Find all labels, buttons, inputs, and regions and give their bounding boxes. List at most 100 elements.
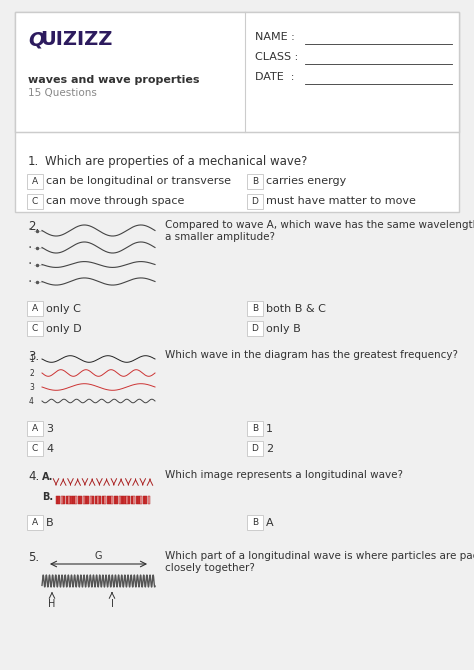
Bar xyxy=(118,496,121,504)
Bar xyxy=(111,496,113,504)
Bar xyxy=(145,496,147,504)
Text: 1: 1 xyxy=(266,423,273,433)
Bar xyxy=(56,496,58,504)
Bar xyxy=(68,496,70,504)
Bar xyxy=(138,496,140,504)
Bar xyxy=(124,496,126,504)
FancyBboxPatch shape xyxy=(247,321,263,336)
FancyBboxPatch shape xyxy=(247,194,263,209)
Bar xyxy=(82,496,84,504)
Text: Which wave in the diagram has the greatest frequency?: Which wave in the diagram has the greate… xyxy=(165,350,458,360)
Text: 5.: 5. xyxy=(28,551,39,564)
Text: A: A xyxy=(32,304,38,313)
Text: 3: 3 xyxy=(29,383,34,391)
Text: A: A xyxy=(32,424,38,433)
Bar xyxy=(92,496,94,504)
Text: can be longitudinal or transverse: can be longitudinal or transverse xyxy=(46,176,231,186)
Bar xyxy=(140,496,142,504)
Text: can move through space: can move through space xyxy=(46,196,184,206)
Text: ·: · xyxy=(28,275,32,289)
Bar xyxy=(121,496,123,504)
Text: C: C xyxy=(32,444,38,453)
Text: C: C xyxy=(32,324,38,333)
Bar xyxy=(58,496,61,504)
Text: NAME :: NAME : xyxy=(255,32,295,42)
Text: A: A xyxy=(266,517,273,527)
Bar xyxy=(73,496,75,504)
Text: ·: · xyxy=(28,224,32,237)
Bar xyxy=(78,496,80,504)
Text: H: H xyxy=(48,599,55,609)
Bar xyxy=(75,496,77,504)
FancyBboxPatch shape xyxy=(247,441,263,456)
Bar xyxy=(131,496,133,504)
Bar xyxy=(128,496,130,504)
Text: Which are properties of a mechanical wave?: Which are properties of a mechanical wav… xyxy=(45,155,307,168)
Text: 2: 2 xyxy=(266,444,273,454)
Bar xyxy=(97,496,99,504)
Text: C: C xyxy=(32,197,38,206)
Bar xyxy=(107,496,109,504)
Text: I: I xyxy=(110,599,113,609)
Text: B: B xyxy=(252,304,258,313)
Bar xyxy=(104,496,106,504)
Text: DATE  :: DATE : xyxy=(255,72,294,82)
Text: a smaller amplitude?: a smaller amplitude? xyxy=(165,232,275,242)
Text: B: B xyxy=(252,424,258,433)
Bar xyxy=(109,496,111,504)
Text: Compared to wave A, which wave has the same wavelength but: Compared to wave A, which wave has the s… xyxy=(165,220,474,230)
FancyBboxPatch shape xyxy=(247,301,263,316)
Text: ·: · xyxy=(28,241,32,255)
Text: only D: only D xyxy=(46,324,82,334)
FancyBboxPatch shape xyxy=(247,421,263,436)
Text: only C: only C xyxy=(46,304,81,314)
Text: 3.: 3. xyxy=(28,350,39,363)
Text: 4: 4 xyxy=(29,397,34,405)
Bar xyxy=(116,496,118,504)
Text: 1: 1 xyxy=(29,354,34,364)
FancyBboxPatch shape xyxy=(27,301,43,316)
Bar xyxy=(100,496,101,504)
Text: D: D xyxy=(252,197,258,206)
Text: Which part of a longitudinal wave is where particles are packed: Which part of a longitudinal wave is whe… xyxy=(165,551,474,561)
Text: 3: 3 xyxy=(46,423,53,433)
Bar xyxy=(63,496,65,504)
Bar xyxy=(143,496,145,504)
Text: B: B xyxy=(252,177,258,186)
FancyBboxPatch shape xyxy=(15,12,459,212)
Bar xyxy=(147,496,150,504)
Text: 15 Questions: 15 Questions xyxy=(28,88,97,98)
Text: both B & C: both B & C xyxy=(266,304,326,314)
Bar xyxy=(136,496,137,504)
Text: B.: B. xyxy=(42,492,53,502)
Text: carries energy: carries energy xyxy=(266,176,346,186)
FancyBboxPatch shape xyxy=(27,194,43,209)
Text: A.: A. xyxy=(42,472,54,482)
Text: D: D xyxy=(252,444,258,453)
FancyBboxPatch shape xyxy=(27,174,43,189)
Text: must have matter to move: must have matter to move xyxy=(266,196,416,206)
Text: B: B xyxy=(252,518,258,527)
Text: waves and wave properties: waves and wave properties xyxy=(28,75,200,85)
Text: Which image represents a longitudinal wave?: Which image represents a longitudinal wa… xyxy=(165,470,403,480)
Bar xyxy=(80,496,82,504)
Bar xyxy=(102,496,104,504)
FancyBboxPatch shape xyxy=(247,174,263,189)
Text: G: G xyxy=(95,551,102,561)
Text: ·: · xyxy=(28,257,32,271)
Bar xyxy=(61,496,63,504)
Text: only B: only B xyxy=(266,324,301,334)
FancyBboxPatch shape xyxy=(27,421,43,436)
Bar xyxy=(126,496,128,504)
Text: D: D xyxy=(252,324,258,333)
Bar xyxy=(65,496,68,504)
Bar xyxy=(87,496,90,504)
Bar xyxy=(71,496,73,504)
Text: A: A xyxy=(32,518,38,527)
FancyBboxPatch shape xyxy=(27,321,43,336)
Text: 4: 4 xyxy=(46,444,53,454)
Bar xyxy=(95,496,97,504)
Bar xyxy=(133,496,135,504)
Bar xyxy=(85,496,87,504)
Text: 4.: 4. xyxy=(28,470,39,483)
